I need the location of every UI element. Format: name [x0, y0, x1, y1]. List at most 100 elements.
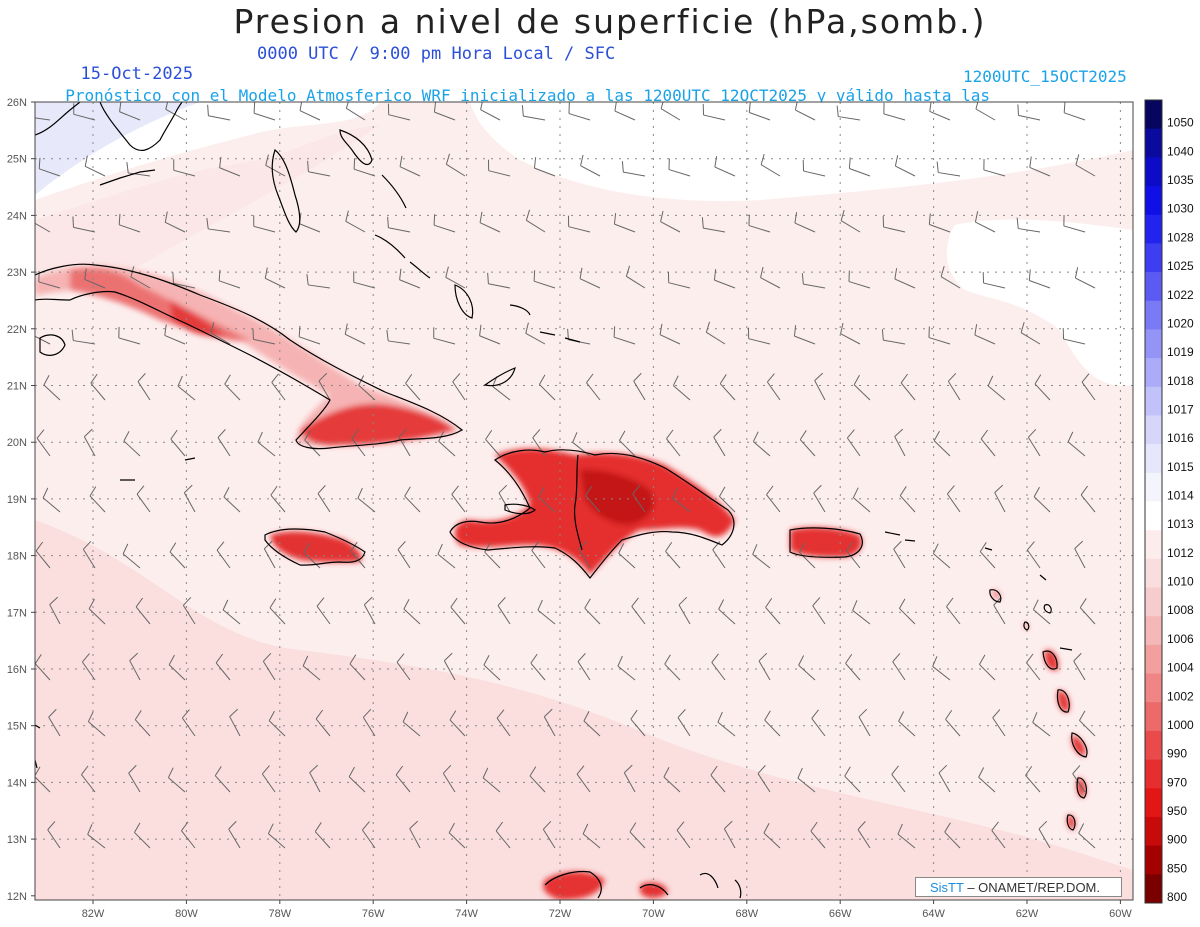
wind-barb	[257, 431, 276, 457]
wind-barb	[811, 709, 826, 737]
wind-barb	[269, 598, 286, 625]
wind-barb	[521, 105, 546, 121]
wind-barb	[932, 656, 951, 681]
lat-label: 21N	[7, 381, 27, 393]
wind-barb	[678, 596, 691, 625]
colorbar-swatch	[1145, 329, 1162, 359]
colorbar-label: 1028	[1167, 230, 1194, 244]
coast-guadeloupe	[1042, 647, 1073, 670]
wind-barb	[758, 652, 771, 681]
wind-barb	[386, 329, 411, 345]
wind-barb	[1074, 267, 1096, 289]
wind-barb	[994, 484, 1006, 513]
colorbar-swatch	[1145, 186, 1162, 216]
colorbar-label: 1012	[1167, 546, 1194, 560]
wind-barb	[123, 431, 141, 457]
wind-barb	[487, 272, 511, 289]
colorbar-label: 1020	[1167, 316, 1194, 330]
wind-barb	[479, 324, 501, 345]
lat-label: 26N	[7, 97, 27, 109]
wind-barb	[387, 216, 411, 233]
wind-barb	[38, 157, 61, 177]
wind-barb	[1017, 104, 1041, 121]
wind-barb	[90, 373, 106, 401]
lat-label: 14N	[7, 777, 27, 789]
lon-label: 70W	[642, 908, 665, 920]
wind-barb	[900, 373, 916, 401]
wind-barb	[495, 821, 511, 849]
wind-barb	[136, 485, 151, 513]
wind-barb	[271, 373, 286, 401]
wind-barb	[49, 596, 61, 625]
wind-barb	[1074, 540, 1086, 569]
wind-barb	[711, 653, 726, 681]
colorbar-label: 1017	[1167, 402, 1194, 416]
wind-barb	[1027, 428, 1041, 457]
highest-pressure-zone	[35, 102, 200, 195]
wind-barb	[210, 322, 231, 345]
wind-barb	[119, 102, 141, 121]
colorbar-swatch	[1145, 300, 1162, 330]
wind-barb	[182, 596, 196, 625]
wind-barb	[487, 159, 511, 177]
wind-barb	[265, 154, 286, 177]
wind-barb	[848, 157, 871, 177]
colorbar-border	[1144, 99, 1163, 904]
wind-barb	[625, 265, 646, 289]
lat-label: 23N	[7, 267, 27, 279]
wind-barb	[450, 597, 466, 625]
coast-virgin-islands	[884, 531, 916, 542]
wind-barb	[216, 541, 231, 569]
coast-florida-keys	[99, 169, 156, 186]
wind-barb	[748, 102, 771, 121]
lat-label: 13N	[7, 834, 27, 846]
wind-barb	[164, 211, 186, 233]
wind-barb	[538, 487, 556, 513]
wind-barb	[723, 820, 736, 849]
wind-barb	[797, 767, 816, 793]
wind-barb	[623, 764, 636, 793]
wind-barb	[840, 322, 861, 345]
high-pressure-zone-east	[946, 219, 1133, 386]
wind-barb	[793, 325, 816, 345]
coast-florida	[35, 102, 183, 152]
coast-gonave	[504, 503, 536, 515]
wind-barb	[665, 541, 681, 569]
wind-barb	[672, 488, 691, 513]
wind-barb	[881, 329, 906, 345]
wind-barb	[633, 372, 646, 401]
wind-barb	[542, 820, 556, 849]
colorbar-label: 1016	[1167, 431, 1194, 445]
wind-barb	[677, 709, 691, 737]
wind-barb	[577, 653, 591, 681]
wind-barb	[664, 654, 681, 681]
wind-barb	[134, 822, 151, 849]
colorbar-label: 1000	[1167, 718, 1194, 732]
wind-barb	[752, 544, 771, 569]
wind-barb	[532, 429, 546, 457]
wind-barb	[765, 597, 781, 625]
wind-barb	[894, 428, 906, 457]
colorbar-label: 900	[1167, 833, 1187, 847]
lon-label: 72W	[549, 908, 572, 920]
colorbar-label: 1006	[1167, 632, 1194, 646]
wind-barb	[482, 767, 501, 793]
wind-barb	[483, 655, 501, 681]
wind-barb	[760, 153, 781, 177]
wind-barb	[844, 766, 861, 793]
wind-barb	[894, 268, 916, 289]
wind-barb	[315, 709, 331, 737]
wind-barb	[183, 484, 196, 513]
wind-barb	[584, 598, 601, 625]
wind-barb	[207, 104, 231, 121]
wind-barb	[1026, 653, 1041, 681]
colorbar-swatch	[1145, 386, 1162, 416]
wind-barb	[631, 597, 646, 625]
high-pressure-zone-ne	[470, 102, 1133, 201]
wind-barb	[576, 765, 591, 793]
colorbar-swatch	[1145, 358, 1162, 388]
colorbar-swatch	[1145, 472, 1162, 502]
wind-barb	[1063, 102, 1086, 121]
colorbar-swatch	[1145, 644, 1162, 675]
wind-barb	[632, 485, 646, 513]
